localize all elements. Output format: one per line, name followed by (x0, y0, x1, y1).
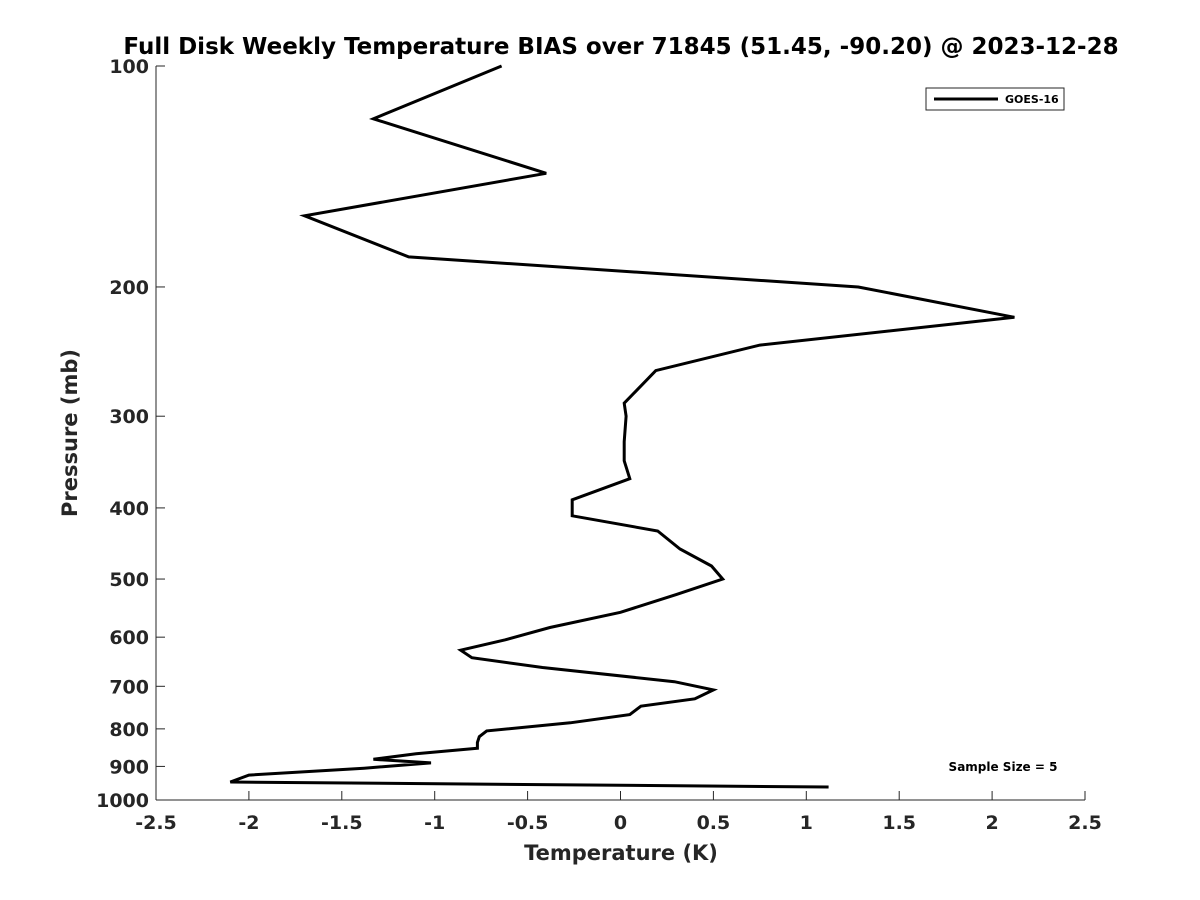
x-tick-label: -1 (424, 812, 445, 834)
x-tick-label: -2 (238, 812, 259, 834)
y-tick-label: 100 (109, 56, 149, 78)
sample-size-annotation: Sample Size = 5 (949, 760, 1058, 774)
x-tick-label: -0.5 (507, 812, 549, 834)
x-tick-label: 2.5 (1068, 812, 1102, 834)
y-tick-label: 600 (109, 627, 149, 649)
series-line-goes-16 (229, 64, 1015, 789)
x-tick-label: 1 (800, 812, 813, 834)
y-axis: 100 200 300 400 500 600 700 800 900 1000 (96, 56, 165, 812)
x-axis-label: Temperature (K) (524, 841, 718, 865)
x-tick-label: 2 (985, 812, 998, 834)
legend: GOES-16 (925, 87, 1065, 111)
y-tick-label: 300 (109, 406, 149, 428)
x-tick-label: 0 (614, 812, 627, 834)
y-tick-label: 900 (109, 756, 149, 778)
chart-title: Full Disk Weekly Temperature BIAS over 7… (123, 34, 1118, 60)
x-tick-label: 1.5 (882, 812, 916, 834)
x-tick-label: 0.5 (697, 812, 731, 834)
plot-frame (155, 66, 1085, 801)
x-axis: -2.5 -2 -1.5 -1 -0.5 0 0.5 1 1.5 2 2.5 (135, 791, 1102, 834)
y-tick-label: 800 (109, 719, 149, 741)
y-tick-label: 400 (109, 498, 149, 520)
x-tick-label: -2.5 (135, 812, 177, 834)
y-tick-label: 700 (109, 676, 149, 698)
y-tick-label: 1000 (96, 790, 149, 812)
y-tick-label: 500 (109, 569, 149, 591)
legend-entry-label: GOES-16 (1005, 93, 1059, 106)
y-tick-label: 200 (109, 277, 149, 299)
y-axis-label: Pressure (mb) (58, 349, 82, 517)
series-group (229, 64, 1015, 789)
x-tick-label: -1.5 (321, 812, 363, 834)
